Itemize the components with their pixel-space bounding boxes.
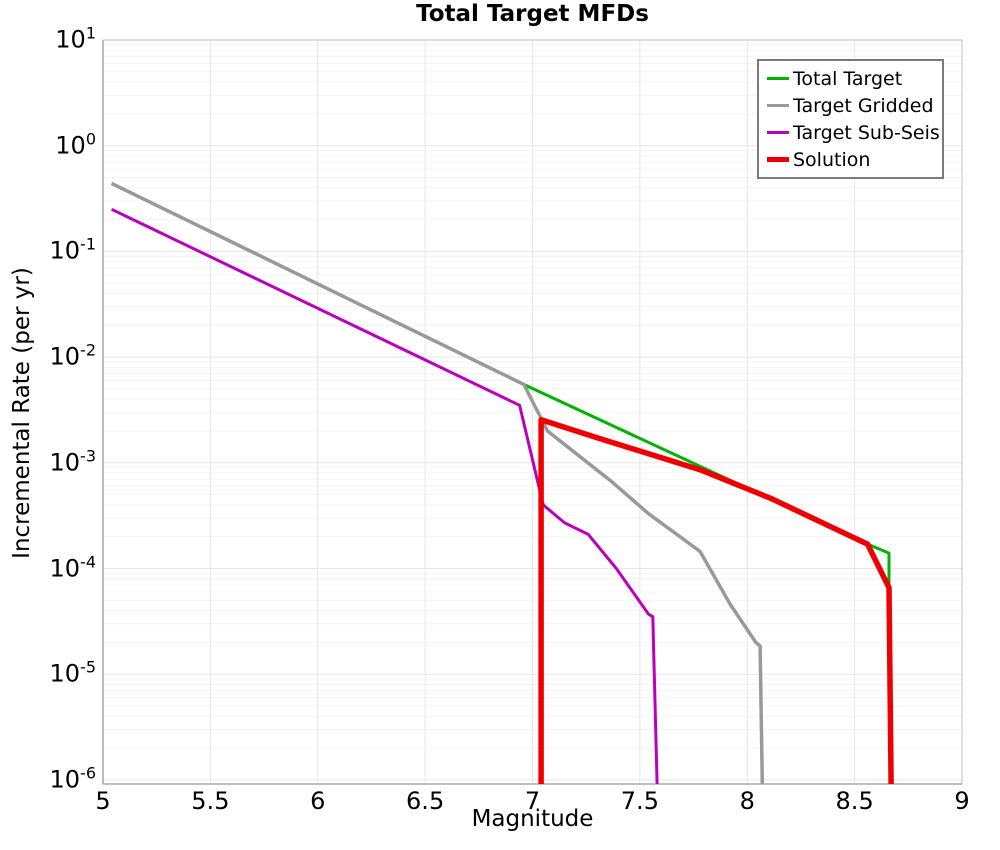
legend-line-swatch-icon [767, 104, 789, 107]
y-tick-label: 10-2 [49, 340, 97, 371]
y-tick-label: 100 [55, 129, 96, 160]
legend-line-swatch-icon [767, 131, 789, 134]
x-tick-label: 7 [524, 787, 541, 815]
series-total-target [110, 182, 891, 585]
y-tick-label: 10-3 [49, 446, 97, 477]
y-tick-label: 10-1 [49, 235, 97, 266]
chart-title: Total Target MFDs [416, 1, 649, 27]
x-tick-label: 6 [310, 787, 326, 815]
legend-label: Target Sub-Seis [793, 121, 940, 144]
x-tick-label: 5.5 [191, 787, 230, 815]
legend-entry: Target Gridded [767, 92, 934, 119]
x-tick-label: 6.5 [406, 787, 445, 815]
y-tick-label: 10-6 [49, 763, 97, 794]
legend-entry: Target Sub-Seis [767, 119, 940, 146]
y-tick-label: 10-5 [49, 657, 97, 688]
legend-entry: Solution [767, 146, 934, 173]
series-target-gridded [110, 181, 765, 785]
legend-line-swatch-icon [767, 157, 789, 162]
x-axis-label: Magnitude [471, 806, 594, 832]
legend-label: Target Gridded [793, 94, 934, 117]
legend-entry: Total Target [767, 65, 934, 92]
legend-line-swatch-icon [767, 77, 789, 80]
legend: Total Target Target Gridded Target Sub-Sei… [757, 59, 944, 179]
x-tick-label: 9 [954, 787, 970, 815]
x-tick-label: 7.5 [620, 787, 659, 815]
x-tick-label: 5 [95, 787, 111, 815]
legend-label: Total Target [793, 67, 903, 90]
series-solution [538, 417, 894, 785]
legend-label: Solution [793, 148, 871, 171]
y-tick-label: 101 [55, 23, 96, 54]
x-tick-label: 8 [739, 787, 755, 815]
y-tick-label: 10-4 [49, 552, 97, 583]
series-target-sub-seis [110, 207, 659, 785]
x-tick-label: 8.5 [835, 787, 874, 815]
